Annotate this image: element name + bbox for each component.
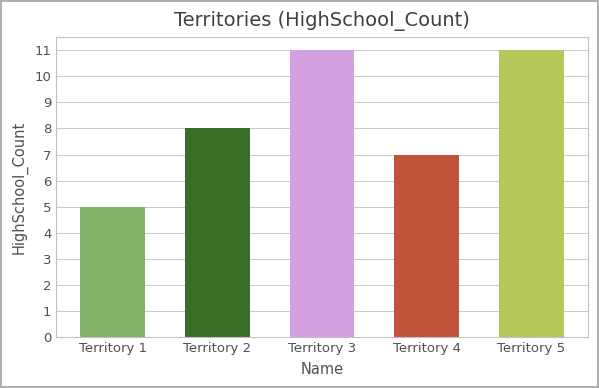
Bar [394, 154, 459, 337]
X-axis label: Name: Name [301, 362, 344, 377]
Title: Territories (HighSchool_Count): Territories (HighSchool_Count) [174, 11, 470, 31]
Bar [499, 50, 564, 337]
Bar [289, 50, 355, 337]
Bar [185, 128, 250, 337]
Bar [80, 207, 145, 337]
Y-axis label: HighSchool_Count: HighSchool_Count [11, 121, 28, 254]
